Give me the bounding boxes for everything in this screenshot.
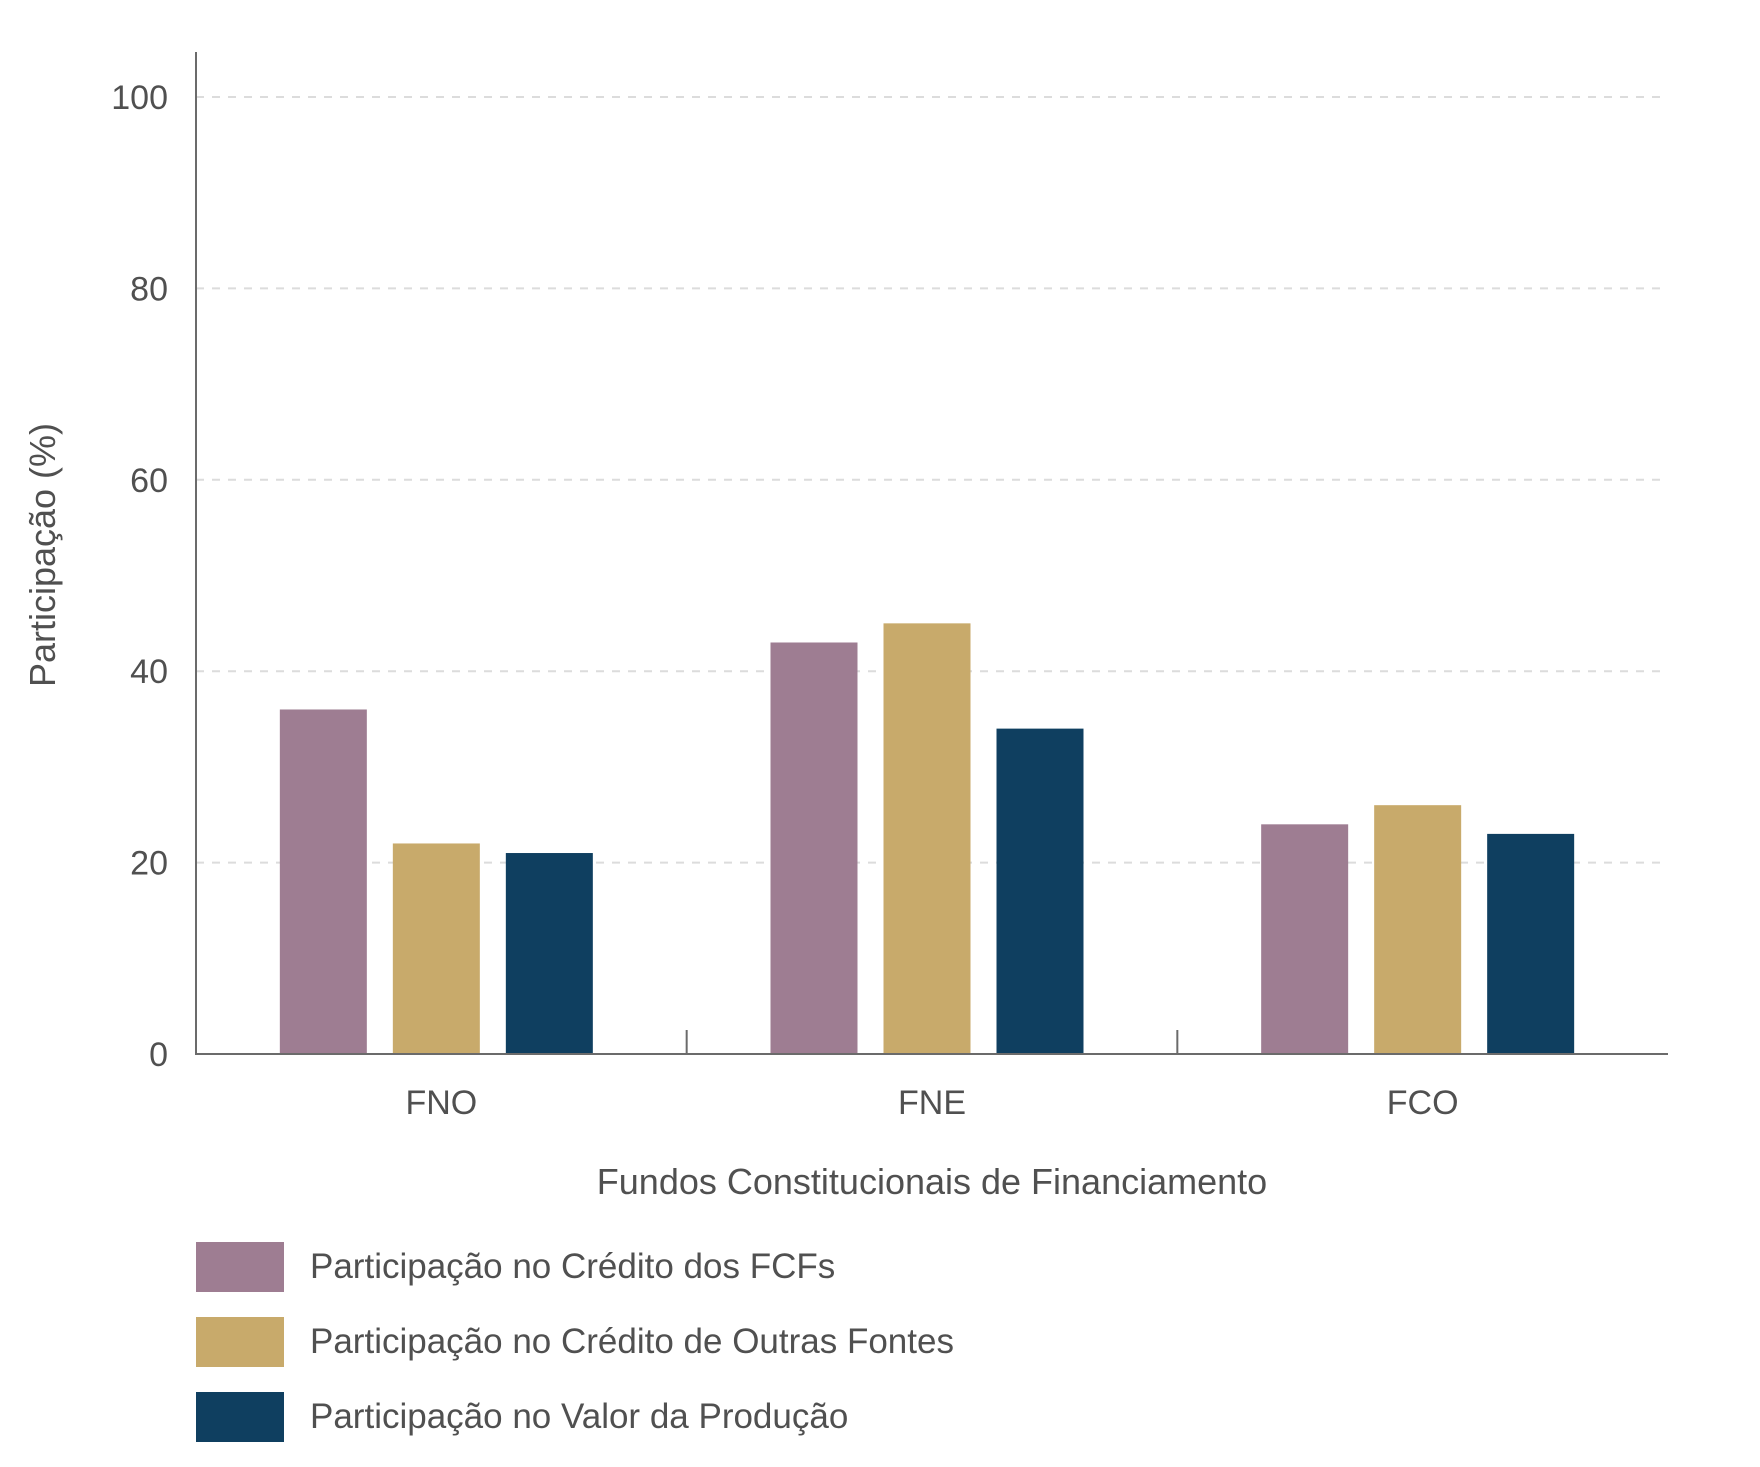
bar-fco-series-3 — [1487, 833, 1575, 1054]
x-axis-title: Fundos Constitucionais de Financiamento — [597, 1161, 1267, 1202]
legend-item: Participação no Crédito dos FCFs — [196, 1242, 954, 1292]
bar-fno-series-3 — [505, 853, 593, 1054]
y-tick-label: 100 — [111, 79, 168, 117]
x-tick-label: FCO — [1387, 1084, 1459, 1122]
y-tick-label: 60 — [130, 462, 168, 500]
y-axis-title: Participação (%) — [22, 423, 63, 687]
y-tick-label: 20 — [130, 845, 168, 883]
legend-label: Participação no Crédito de Outras Fontes — [310, 1322, 954, 1361]
y-axis-ticks: 0 20 40 60 80 100 — [111, 79, 168, 1074]
legend-swatch — [196, 1242, 284, 1292]
x-axis-ticks: FNO FNE FCO — [405, 1084, 1458, 1122]
legend-label: Participação no Crédito dos FCFs — [310, 1247, 836, 1286]
bar-fco-series-1 — [1261, 824, 1349, 1054]
bar-fne-series-1 — [770, 642, 858, 1054]
legend-item: Participação no Crédito de Outras Fontes — [196, 1317, 954, 1367]
bar-fno-series-2 — [392, 843, 480, 1054]
y-tick-label: 0 — [149, 1036, 168, 1074]
legend-swatch — [196, 1317, 284, 1367]
bar-fne-series-2 — [883, 623, 971, 1054]
bar-fco-series-2 — [1374, 805, 1462, 1054]
x-tick-label: FNO — [405, 1084, 477, 1122]
legend: Participação no Crédito dos FCFs Particip… — [196, 1242, 954, 1467]
y-tick-label: 40 — [130, 653, 168, 691]
y-tick-label: 80 — [130, 270, 168, 308]
x-tick-label: FNE — [898, 1084, 966, 1122]
axes — [195, 52, 1668, 1055]
bars — [279, 623, 1575, 1054]
bar-fne-series-3 — [996, 728, 1084, 1054]
bar-fno-series-1 — [279, 709, 367, 1054]
legend-item: Participação no Valor da Produção — [196, 1392, 954, 1442]
legend-label: Participação no Valor da Produção — [310, 1397, 849, 1436]
legend-swatch — [196, 1392, 284, 1442]
